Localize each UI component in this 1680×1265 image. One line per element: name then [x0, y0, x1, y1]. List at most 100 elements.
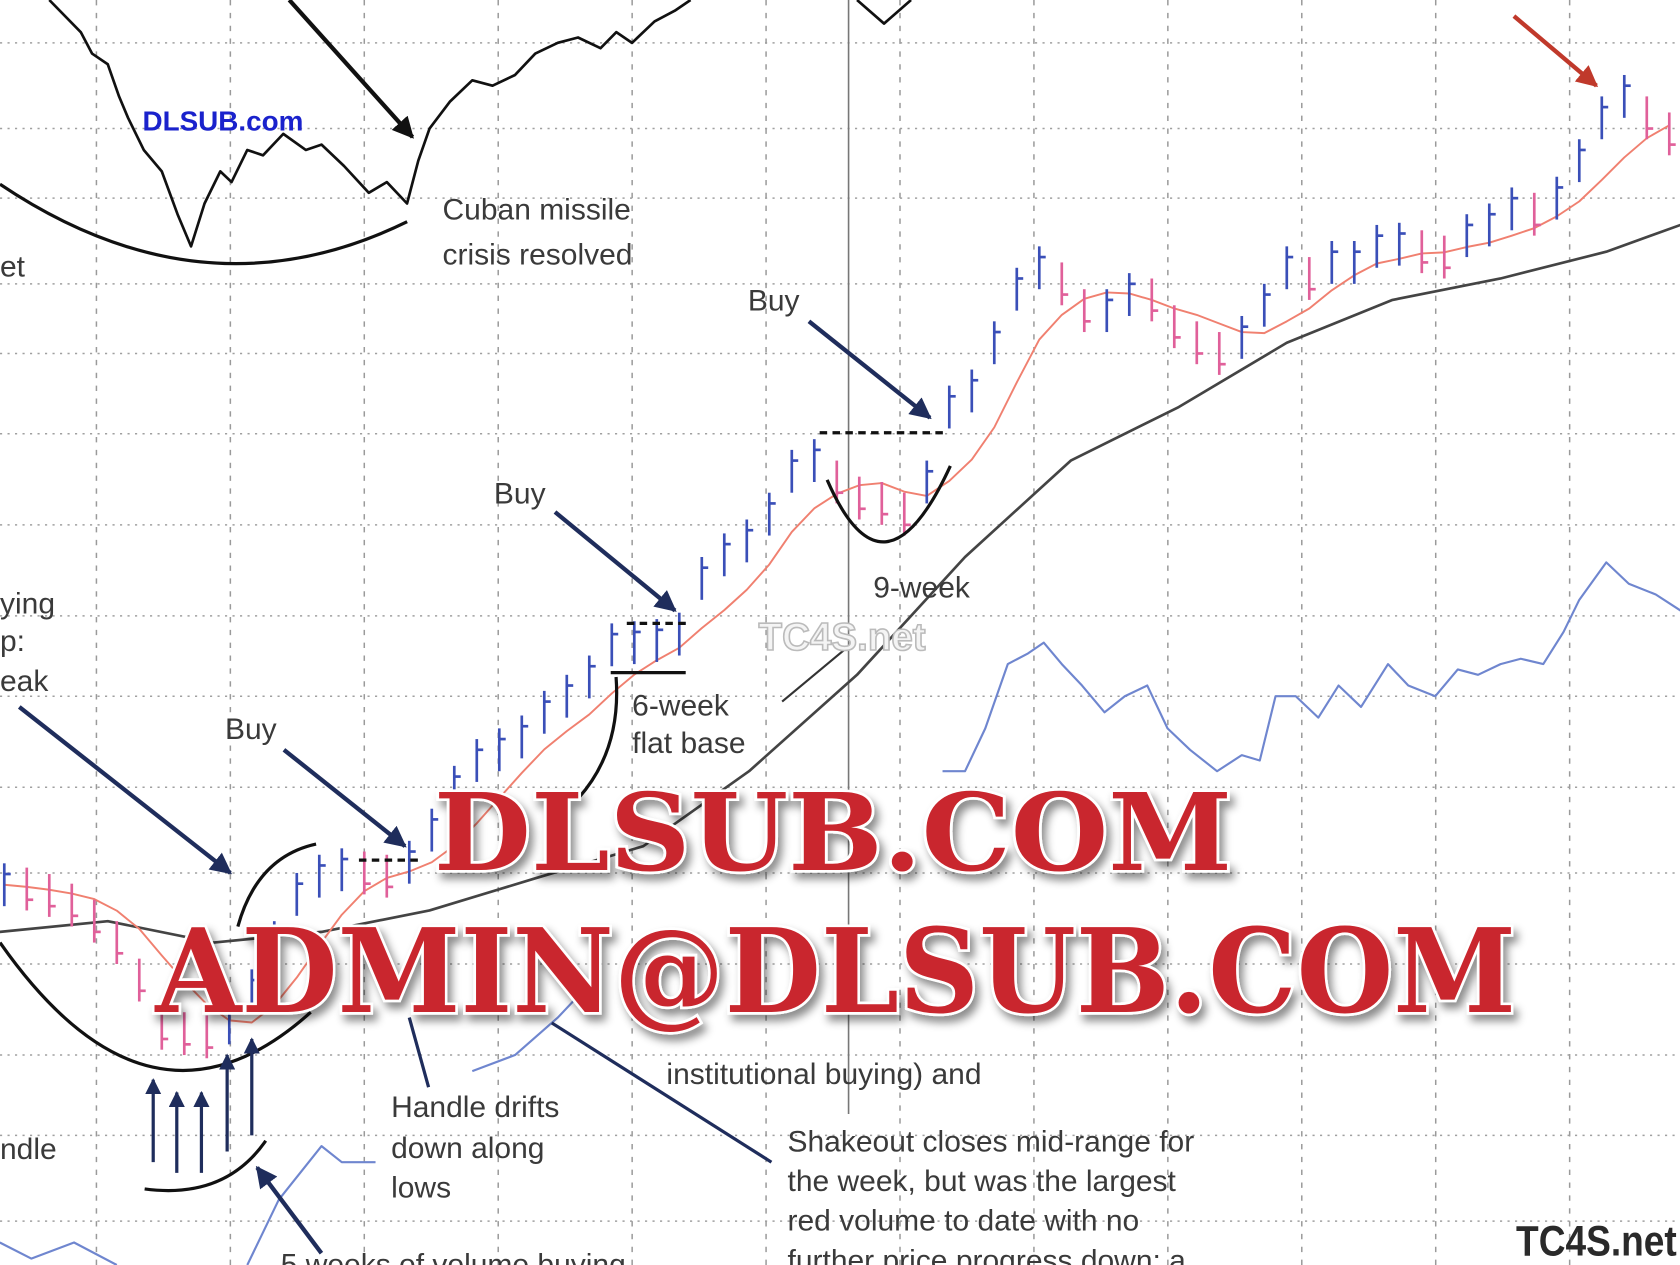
price-bar: [1622, 74, 1631, 118]
shakeout-line2: the week, but was the largest: [788, 1165, 1177, 1198]
price-bar: [272, 921, 281, 965]
price-bar: [182, 1012, 191, 1056]
price-bar: [947, 385, 956, 429]
handle-pointer: [407, 1017, 431, 1088]
buy-label-top: Buy: [748, 285, 800, 318]
price-bar: [137, 958, 146, 1002]
price-bar: [745, 519, 754, 563]
price-bar: [1442, 235, 1451, 279]
price-bar: [1285, 246, 1294, 290]
red-arrow: [1512, 14, 1599, 88]
buying-label-line2: p:: [0, 625, 25, 658]
relative-strength-line: [942, 561, 1680, 773]
price-bar: [250, 969, 259, 1013]
market-bottom-arc: [0, 182, 408, 266]
handle-arc: [236, 842, 317, 927]
dlsub-small-watermark: DLSUB.com: [143, 106, 304, 137]
six-week-label-line1: 6-week: [632, 690, 730, 723]
price-bar: [857, 476, 866, 520]
shakeout-pointer: [550, 1021, 773, 1164]
price-bar: [430, 808, 439, 852]
nine-week-cup: [825, 465, 952, 544]
market-index-line: [48, 0, 692, 248]
price-bar: [700, 556, 709, 600]
price-bar: [1667, 112, 1676, 156]
nine-week-label: 9-week: [873, 572, 971, 605]
price-bar: [47, 874, 56, 917]
price-bar: [610, 623, 619, 667]
price-bar: [1150, 278, 1159, 322]
watermark-dlsub: DLSUB.COM: [434, 770, 1232, 896]
price-bar: [902, 492, 911, 536]
tc4s-center-watermark: TC4S.net: [759, 616, 926, 659]
price-bar: [317, 854, 326, 898]
volume-up-arrows: [145, 1037, 260, 1173]
price-bar: [2, 863, 11, 907]
price-bar: [1420, 230, 1429, 274]
moving-average-long: [0, 223, 1680, 944]
price-bar: [497, 728, 506, 772]
price-bar: [1307, 257, 1316, 300]
price-bar: [1172, 305, 1181, 349]
price-bar: [92, 899, 101, 943]
cuban-arrow: [287, 0, 415, 139]
institutional-label: institutional buying) and: [666, 1058, 981, 1091]
tc4s-logo: TC4S.net: [1516, 1217, 1677, 1265]
price-bar: [452, 765, 461, 809]
price-bar: [1397, 222, 1406, 266]
price-bar: [992, 321, 1001, 365]
handle-drift-line2: down along: [391, 1132, 544, 1165]
price-bar: [722, 533, 731, 577]
price-bar: [295, 872, 304, 916]
six-week-label-line2: flat base: [632, 727, 745, 760]
price-bar: [1037, 246, 1046, 290]
price-bar: [970, 369, 979, 413]
shakeout-line4: further price progress down; a: [788, 1244, 1187, 1265]
handle-drift-line3: lows: [391, 1172, 451, 1205]
price-bar: [385, 854, 394, 898]
buying-label-line3: eak: [0, 665, 49, 698]
nine-week-pointer: [781, 647, 848, 703]
price-bar: [1195, 321, 1204, 365]
relative-strength-line: [246, 1145, 376, 1265]
price-bar: [1577, 139, 1586, 183]
price-bar: [25, 867, 34, 911]
volume-arc: [144, 1139, 268, 1193]
price-bar: [790, 449, 799, 493]
buy-arrow-low: [282, 748, 407, 848]
volume-arrow: [255, 1165, 324, 1255]
arrows: [17, 0, 1599, 1255]
cuban-label-line1: Cuban missile: [443, 194, 631, 227]
price-bar: [767, 492, 776, 536]
price-bar: [1330, 241, 1339, 284]
price-bar: [587, 655, 596, 699]
cuban-label-line2: crisis resolved: [443, 239, 633, 272]
shakeout-line3: red volume to date with no: [788, 1205, 1140, 1238]
price-bar: [1082, 289, 1091, 333]
relative-strength-line: [0, 1241, 118, 1265]
price-bar: [520, 715, 529, 759]
market-index-line: [856, 0, 912, 25]
price-bar: [70, 883, 79, 927]
handle-drift-line1: Handle drifts: [391, 1091, 559, 1124]
six-week-handle-curve: [577, 676, 619, 800]
price-bar: [115, 921, 124, 965]
volume-buying-partial: 5 weeks of volume buying: [281, 1249, 626, 1265]
price-bar: [677, 612, 686, 656]
price-bar: [1105, 289, 1114, 333]
price-bar: [1060, 262, 1069, 306]
buy-label-low: Buy: [225, 713, 277, 746]
price-bar: [655, 619, 664, 662]
price-bar: [1510, 187, 1519, 231]
price-bar: [835, 460, 844, 504]
price-bar: [1352, 241, 1361, 284]
price-bar: [227, 1001, 236, 1045]
price-bar: [1600, 96, 1609, 140]
left-cup-arc: [0, 941, 312, 1072]
shakeout-line1: Shakeout closes mid-range for: [788, 1125, 1195, 1158]
price-bar: [1555, 176, 1564, 220]
price-bar: [160, 1006, 169, 1050]
watermark-admin-email: ADMIN@DLSUB.COM: [154, 904, 1516, 1040]
buy-label-mid: Buy: [494, 477, 546, 510]
